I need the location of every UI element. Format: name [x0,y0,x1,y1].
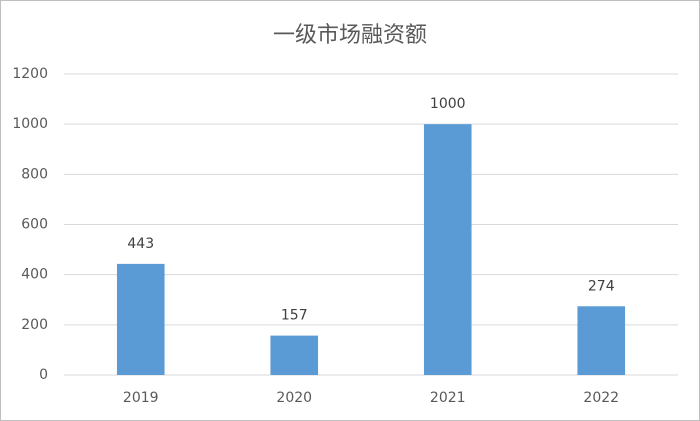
data-label: 157 [281,308,308,324]
x-tick-label: 2019 [123,390,159,406]
bar [577,306,626,375]
data-label: 1000 [430,96,466,112]
y-tick-label: 400 [21,267,48,283]
x-tick-label: 2020 [276,390,312,406]
x-tick-label: 2021 [430,390,466,406]
bar [116,263,165,375]
data-label: 274 [588,278,615,294]
data-label: 443 [127,236,154,252]
bar [423,124,472,376]
x-tick-label: 2022 [583,390,619,406]
bar [270,335,319,375]
y-tick-label: 1200 [12,66,48,82]
y-tick-label: 800 [21,166,48,182]
y-tick-label: 200 [21,317,48,333]
y-tick-label: 0 [39,367,48,383]
y-tick-label: 1000 [12,116,48,132]
y-tick-label: 600 [21,217,48,233]
chart-title: 一级市场融资额 [273,23,427,48]
